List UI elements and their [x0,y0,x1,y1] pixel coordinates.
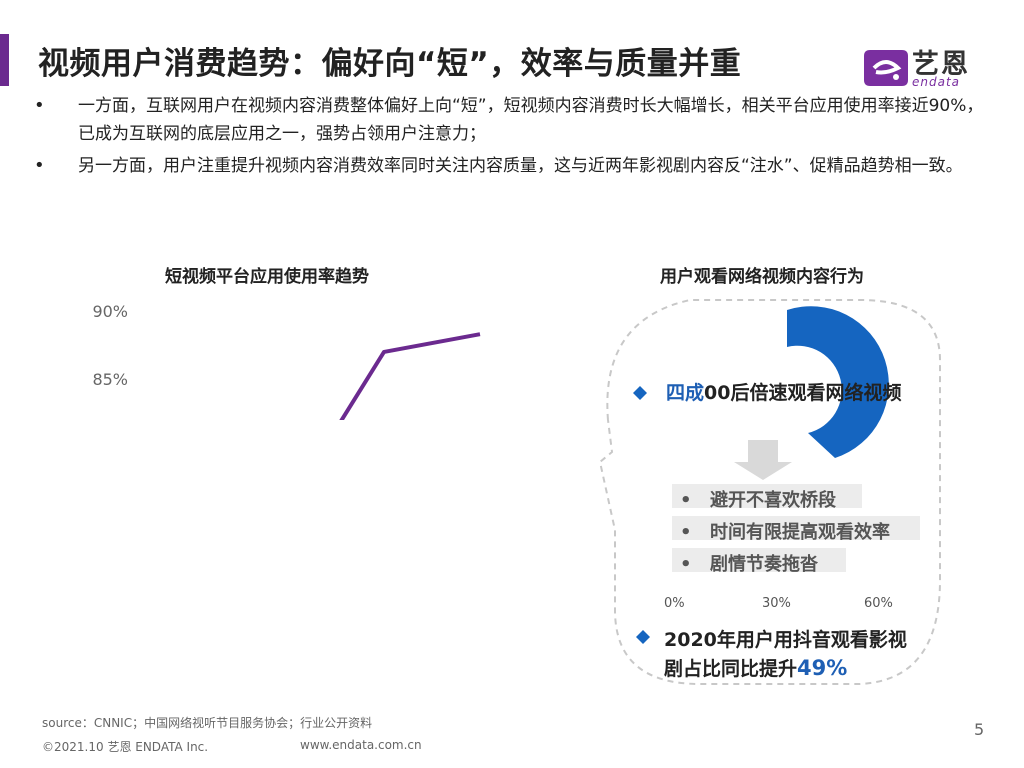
douyin-stat: 2020年用户用抖音观看影视 剧占比同比提升49% [664,626,907,683]
axis-tick: 60% [864,596,893,611]
stat-value: 49% [797,656,848,680]
bullet-dot-icon: • [34,155,45,176]
bullet-text: 一方面，互联网用户在视频内容消费整体偏好上向“短”，短视频内容消费时长大幅增长，… [78,96,984,144]
website: www.endata.com.cn [300,738,422,752]
stat-line-1: 2020年用户用抖音观看影视 [664,629,907,651]
page-number: 5 [974,720,985,739]
bullet-text: 另一方面，用户注重提升视频内容消费效率同时关注内容质量，这与近两年影视剧内容反“… [78,156,963,176]
title-accent-bar [0,34,9,86]
copyright: ©2021.10 艺恩 ENDATA Inc. [42,740,209,754]
reason-item: • 时间有限提高观看效率 [680,517,890,549]
bullet-list: • 一方面，互联网用户在视频内容消费整体偏好上向“短”，短视频内容消费时长大幅增… [34,92,994,184]
bullet-item: • 另一方面，用户注重提升视频内容消费效率同时关注内容质量，这与近两年影视剧内容… [34,152,994,180]
diamond-bullet-icon [633,386,647,400]
bullet-dot-icon: • [680,554,692,575]
down-arrow-icon [734,440,792,480]
highlight-prefix: 四成 [666,382,705,404]
logo-subtitle: endata [912,75,961,89]
bullet-dot-icon: • [680,522,692,543]
left-chart-title: 短视频平台应用使用率趋势 [165,267,369,287]
highlight-statement: 四成00后倍速观看网络视频 [666,378,901,405]
diamond-bullet-icon [636,630,650,644]
logo-mark-icon [864,50,908,86]
reason-item: • 避开不喜欢桥段 [680,485,890,517]
highlight-rest: 00后倍速观看网络视频 [704,382,902,404]
bullet-dot-icon: • [34,95,45,116]
y-tick-label: 90% [92,302,128,321]
axis-tick: 30% [762,596,791,611]
slide-title: 视频用户消费趋势：偏好向“短”，效率与质量并重 [38,46,742,82]
bullet-dot-icon: • [680,490,692,511]
bullet-item: • 一方面，互联网用户在视频内容消费整体偏好上向“短”，短视频内容消费时长大幅增… [34,92,994,148]
reason-item: • 剧情节奏拖沓 [680,549,890,581]
right-panel-title: 用户观看网络视频内容行为 [660,267,864,287]
y-tick-label: 85% [92,370,128,389]
usage-rate-series-line [339,332,481,420]
endata-logo: 艺恩 endata [862,42,992,94]
logo-name: 艺恩 [912,49,970,80]
reason-list: • 避开不喜欢桥段 • 时间有限提高观看效率 • 剧情节奏拖沓 [680,485,890,581]
usage-rate-line-chart: 65%70%75%80%85%90% 2018.62019.62020.6202… [92,302,481,420]
source-note: source：CNNIC；中国网络视听节目服务协会；行业公开资料 [42,716,373,730]
axis-tick: 0% [664,596,685,611]
stat-line-2: 剧占比同比提升49% [664,656,848,680]
